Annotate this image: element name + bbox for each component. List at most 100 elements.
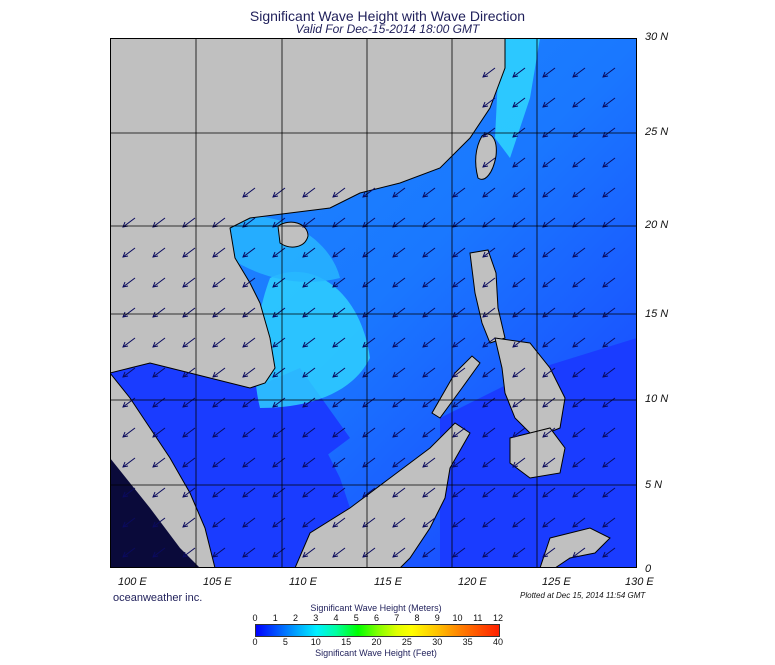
wave-arrow [482,157,496,168]
wave-arrow [572,397,586,408]
legend-tick: 8 [414,613,420,623]
legend-tick: 10 [310,637,321,647]
wave-arrow [302,277,316,288]
wave-arrow [182,487,196,498]
wave-arrow [212,367,226,378]
land-mainland [110,38,506,389]
wave-arrow [542,487,556,498]
wave-arrow [452,457,466,468]
wave-arrow [152,337,166,348]
map-border [110,38,637,568]
wave-arrow [452,487,466,498]
lon-label-115e: 115 E [374,576,402,588]
wave-arrow [332,247,346,258]
wave-arrow [542,517,556,528]
legend-tick: 7 [394,613,400,623]
wave-arrow [542,67,556,78]
wave-arrow [482,487,496,498]
wave-arrow [362,247,376,258]
lon-label-100e: 100 E [118,576,147,588]
wave-arrow [362,547,376,558]
wave-arrow [482,547,496,558]
legend-tick: 5 [353,613,359,623]
wave-arrow [452,517,466,528]
wave-arrow [302,367,316,378]
wave-arrow [422,427,436,438]
legend-meters-title: Significant Wave Height (Meters) [310,603,442,613]
wave-arrow [422,457,436,468]
wave-arrow [152,517,166,528]
wave-arrow [482,97,496,108]
wave-arrow [242,427,256,438]
wave-arrow [542,427,556,438]
wave-arrow [212,457,226,468]
wave-arrow [332,547,346,558]
legend-feet-title: Significant Wave Height (Feet) [315,648,437,658]
wave-arrow [392,187,406,198]
wave-arrow [272,187,286,198]
wave-arrow [512,97,526,108]
wave-arrow [212,397,226,408]
wave-arrow [152,277,166,288]
land-luzon [469,249,506,344]
wave-arrow [362,187,376,198]
wave-arrow [242,247,256,258]
wave-arrow [602,427,616,438]
wave-arrow [302,517,316,528]
wave-arrow [542,187,556,198]
legend-tick: 1 [272,613,278,623]
wave-arrow [272,457,286,468]
wave-arrow [362,367,376,378]
wave-arrow [602,547,616,558]
wave-arrow [392,367,406,378]
wave-arrow [482,187,496,198]
wave-arrow [482,247,496,258]
wave-arrow [572,517,586,528]
wave-arrow [572,487,586,498]
land-sumatra [110,458,200,568]
wave-arrow [332,517,346,528]
legend-tick: 25 [401,637,412,647]
lon-label-125e: 125 E [542,576,571,588]
wave-arrow [542,127,556,138]
wave-arrow [422,517,436,528]
wave-arrow [542,547,556,558]
wave-arrow [422,367,436,378]
wave-arrow [242,457,256,468]
wave-arrow [572,427,586,438]
wave-arrow [482,367,496,378]
wave-arrow [602,397,616,408]
wave-arrow [332,427,346,438]
wave-arrow [152,547,166,558]
legend-tick: 4 [333,613,339,623]
wave-arrow [302,547,316,558]
wave-arrow [212,337,226,348]
wave-arrow [302,247,316,258]
wave-arrow [122,277,136,288]
lat-lon-grid [110,38,637,568]
wave-arrow [122,367,136,378]
wave-arrow [182,547,196,558]
land-sulawesi [539,527,611,568]
wave-arrow [122,487,136,498]
wave-arrow [602,157,616,168]
wave-arrow [602,487,616,498]
wave-arrow [542,247,556,258]
legend-tick: 3 [313,613,319,623]
wave-map [110,38,637,568]
wave-arrow [122,517,136,528]
wave-arrow [212,487,226,498]
legend-tick: 0 [252,613,258,623]
wave-arrow [392,247,406,258]
wave-arrow [272,247,286,258]
wave-arrow [452,547,466,558]
wave-arrow [242,397,256,408]
legend-tick: 10 [452,613,463,623]
wave-arrow [482,457,496,468]
wave-arrow [212,547,226,558]
wave-arrow [182,517,196,528]
wave-arrow [242,517,256,528]
wave-arrow [422,397,436,408]
legend-tick: 11 [473,613,483,623]
land-borneo [294,422,471,568]
